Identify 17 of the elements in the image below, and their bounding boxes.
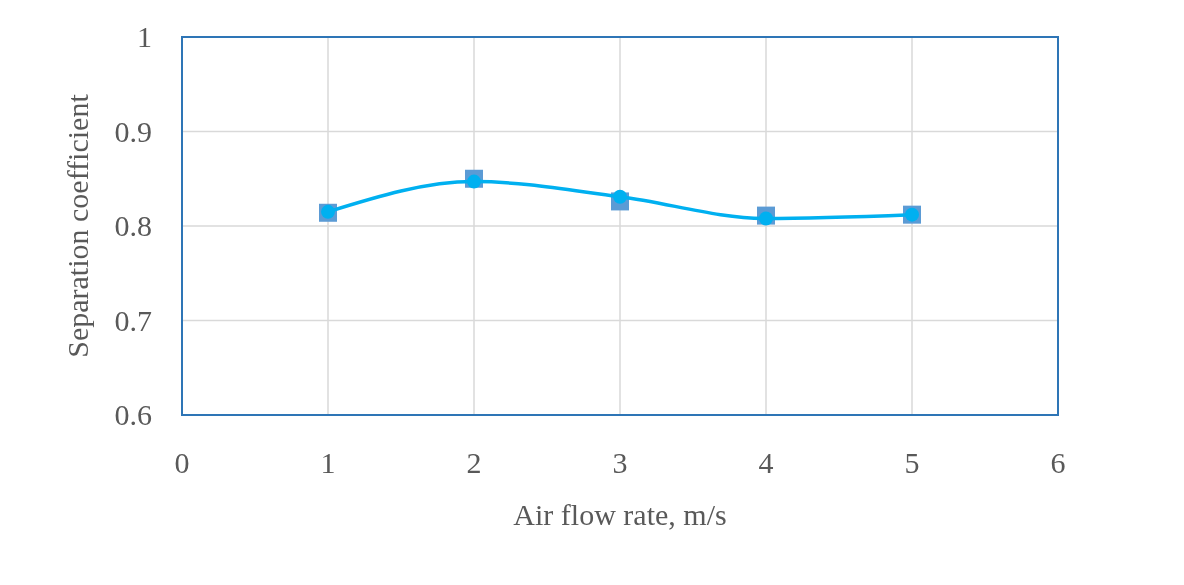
x-axis-title: Air flow rate, m/s bbox=[513, 498, 727, 531]
x-tick-label: 0 bbox=[174, 446, 190, 479]
x-tick-label: 2 bbox=[466, 446, 482, 479]
x-tick-label: 5 bbox=[904, 446, 920, 479]
point bbox=[759, 211, 773, 226]
point bbox=[467, 174, 481, 189]
x-tick-label: 6 bbox=[1050, 446, 1066, 479]
y-tick-label: 0.9 bbox=[114, 114, 152, 148]
y-tick-label: 1 bbox=[137, 20, 152, 53]
point bbox=[613, 189, 627, 204]
y-tick-label: 0.7 bbox=[114, 303, 152, 337]
y-tick-label: 0.6 bbox=[114, 398, 152, 431]
x-tick-label: 1 bbox=[320, 446, 336, 479]
y-axis-title: Separation coefficient bbox=[61, 93, 94, 358]
y-tick-label: 0.8 bbox=[114, 209, 152, 242]
x-tick-label: 3 bbox=[612, 446, 628, 479]
x-tick-label: 4 bbox=[758, 446, 774, 479]
